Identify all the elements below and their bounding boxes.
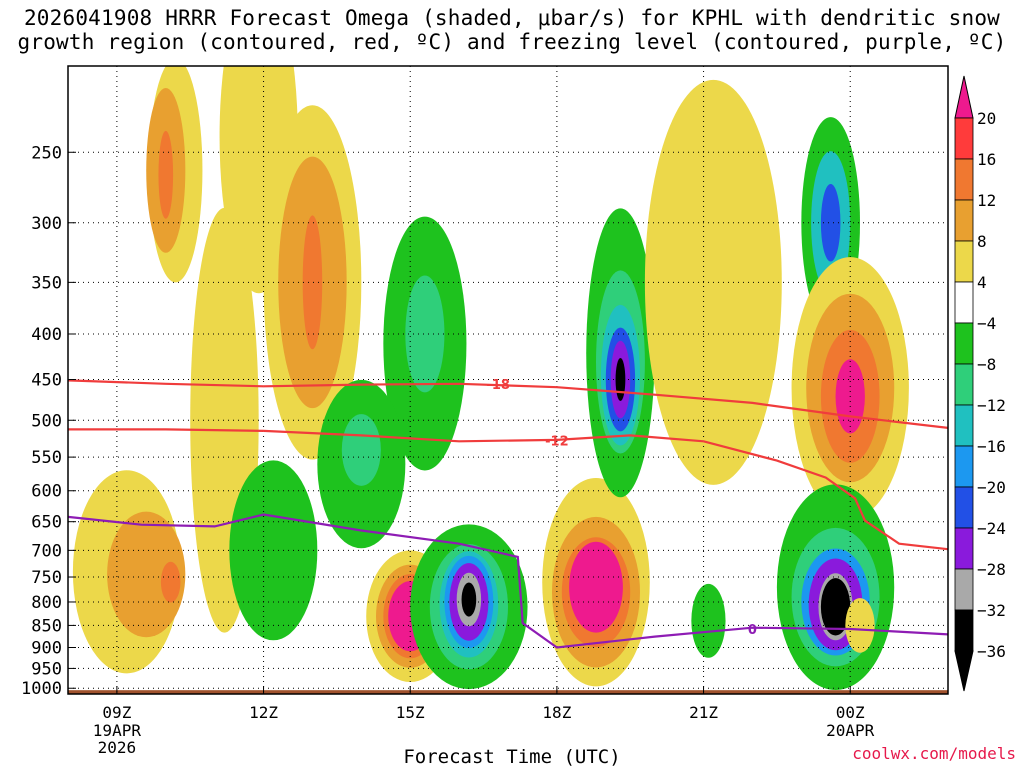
colorbar: 20 16 12 8 4 −4 −8 −12 −16 −20 −24 −28 −32 −36 bbox=[954, 75, 1006, 692]
x-tick-label-21Z: 21Z bbox=[689, 703, 718, 722]
omega-cell-12 bbox=[405, 275, 445, 393]
colorbar-segment-3 bbox=[954, 240, 974, 283]
colorbar-label-2: 12 bbox=[977, 191, 996, 210]
omega-cell-36 bbox=[615, 358, 626, 402]
colorbar-label-0: 20 bbox=[977, 109, 996, 128]
x-tick-label-12Z: 12Z bbox=[249, 703, 278, 722]
colorbar-label-11: −28 bbox=[977, 560, 1006, 579]
x-tick-sublabel-09Z-1: 2026 bbox=[98, 738, 137, 757]
colorbar-segment-6 bbox=[954, 363, 974, 406]
grid-lines bbox=[68, 66, 948, 694]
title-line-1: 2026041908 HRRR Forecast Omega (shaded, … bbox=[23, 6, 1001, 30]
x-axis-title: Forecast Time (UTC) bbox=[403, 746, 621, 768]
credit-link[interactable]: coolwx.com/models bbox=[852, 744, 1016, 763]
y-tick-label-900: 900 bbox=[31, 639, 62, 659]
colorbar-segment-10 bbox=[954, 527, 974, 570]
contour-lines: -18 -12 0 bbox=[68, 378, 948, 649]
colorbar-segment-12 bbox=[954, 609, 974, 652]
colorbar-segment-7 bbox=[954, 404, 974, 447]
isotherm-minus12 bbox=[68, 428, 948, 551]
terrain-shading bbox=[68, 690, 948, 694]
colorbar-segment-2 bbox=[954, 199, 974, 242]
y-tick-label-850: 850 bbox=[31, 616, 62, 636]
colorbar-segment-9 bbox=[954, 486, 974, 529]
y-tick-label-400: 400 bbox=[31, 325, 62, 345]
y-tick-label-250: 250 bbox=[31, 143, 62, 163]
colorbar-label-12: −32 bbox=[977, 601, 1006, 620]
colorbar-segment-1 bbox=[954, 158, 974, 201]
y-tick-label-550: 550 bbox=[31, 448, 62, 468]
y-tick-label-350: 350 bbox=[31, 273, 62, 293]
x-tick-sublabel-09Z-0: 19APR bbox=[93, 721, 142, 740]
y-tick-label-300: 300 bbox=[31, 214, 62, 234]
colorbar-label-4: 4 bbox=[977, 273, 987, 292]
y-tick-label-950: 950 bbox=[31, 659, 62, 679]
x-tick-sublabel-00Z-0: 20APR bbox=[826, 721, 875, 740]
x-tick-label-09Z: 09Z bbox=[102, 703, 131, 722]
omega-cell-51 bbox=[691, 583, 726, 658]
chart-title: 2026041908 HRRR Forecast Omega (shaded, … bbox=[0, 6, 1024, 54]
y-tick-label-750: 750 bbox=[31, 568, 62, 588]
y-tick-label-700: 700 bbox=[31, 541, 62, 561]
omega-cell-40 bbox=[820, 183, 841, 262]
omega-cell-14 bbox=[341, 414, 381, 486]
contour-label-1: -12 bbox=[545, 435, 569, 450]
x-tick-label-00Z: 00Z bbox=[836, 703, 865, 722]
contour-label-0: -18 bbox=[486, 378, 510, 393]
omega-shading bbox=[68, 66, 948, 694]
omega-cell-52 bbox=[845, 598, 875, 653]
axes: 250 300 350 400 450 500 550 600 650 700 750 800 850 9… bbox=[21, 65, 949, 757]
colorbar-segment-0 bbox=[954, 117, 974, 160]
y-tick-label-800: 800 bbox=[31, 593, 62, 613]
y-tick-label-450: 450 bbox=[31, 371, 62, 391]
colorbar-label-8: −16 bbox=[977, 437, 1006, 456]
colorbar-label-7: −12 bbox=[977, 396, 1006, 415]
y-tick-label-600: 600 bbox=[31, 482, 62, 502]
colorbar-label-5: −4 bbox=[977, 314, 996, 333]
colorbar-label-10: −24 bbox=[977, 519, 1006, 538]
colorbar-segment-4 bbox=[954, 281, 974, 324]
contour-label-2: 0 bbox=[748, 623, 757, 638]
colorbar-label-9: −20 bbox=[977, 478, 1006, 497]
y-tick-label-650: 650 bbox=[31, 513, 62, 533]
omega-cell-30 bbox=[569, 541, 623, 633]
y-tick-label-500: 500 bbox=[31, 411, 62, 431]
omega-cell-3 bbox=[158, 130, 174, 219]
colorbar-segment-11 bbox=[954, 568, 974, 611]
title-line-2: growth region (contoured, red, ºC) and f… bbox=[17, 30, 1007, 54]
x-tick-label-18Z: 18Z bbox=[542, 703, 571, 722]
omega-cell-26 bbox=[461, 582, 477, 617]
isotherm-minus18 bbox=[68, 379, 948, 429]
omega-cell-50 bbox=[820, 578, 851, 636]
colorbar-label-13: −36 bbox=[977, 642, 1006, 661]
colorbar-label-3: 8 bbox=[977, 232, 987, 251]
colorbar-label-1: 16 bbox=[977, 150, 996, 169]
omega-cell-6 bbox=[302, 215, 323, 350]
omega-cell-9 bbox=[160, 561, 181, 603]
colorbar-top-arrow bbox=[954, 75, 974, 119]
colorbar-segment-8 bbox=[954, 445, 974, 488]
colorbar-label-6: −8 bbox=[977, 355, 996, 374]
colorbar-segment-5 bbox=[954, 322, 974, 365]
freezing-level-line bbox=[68, 513, 948, 649]
colorbar-bottom-arrow bbox=[954, 650, 974, 692]
y-tick-label-1000: 1000 bbox=[21, 679, 62, 699]
omega-cell-8 bbox=[107, 511, 186, 638]
x-tick-label-15Z: 15Z bbox=[396, 703, 425, 722]
